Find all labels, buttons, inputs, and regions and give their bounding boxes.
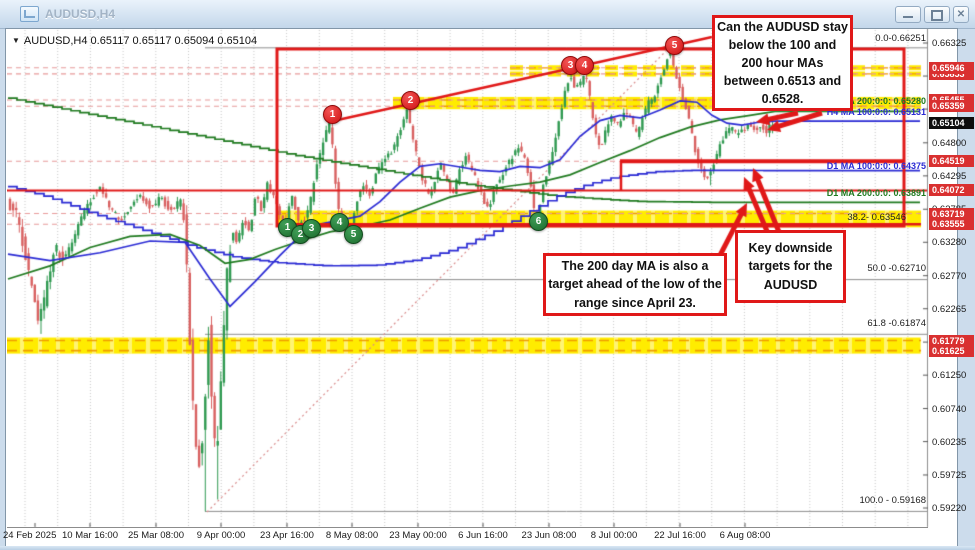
time-tick-label: 8 May 08:00 — [325, 530, 379, 541]
fib-level-label: 38.2- 0.63546 — [847, 212, 906, 223]
price-tick-label: 0.62770 — [932, 270, 967, 282]
fib-level-label: 0.0-0.66251 — [875, 33, 926, 44]
red-marker-2[interactable]: 2 — [401, 91, 420, 110]
price-tick-label: 0.59220 — [932, 503, 967, 515]
price-level-badge: 0.61779 — [929, 334, 974, 347]
fib-level-label: 100.0 - 0.59168 — [859, 495, 926, 506]
price-tick-label: 0.66325 — [932, 38, 967, 49]
legend-expander-icon[interactable]: ▼ — [12, 36, 20, 45]
price-level-badge: 0.65359 — [929, 100, 974, 113]
chart-legend[interactable]: ▼ AUDUSD,H4 0.65117 0.65117 0.65094 0.651… — [12, 35, 257, 47]
time-axis[interactable] — [7, 527, 928, 546]
time-tick-label: 10 Mar 16:00 — [62, 530, 118, 541]
ma-value-label-d1ma200: D1 MA 200:0:0: 0.63891 — [826, 188, 926, 198]
callout-box-200-day-ma[interactable]: The 200 day MA is also a target ahead of… — [543, 253, 727, 316]
time-tick-label: 6 Aug 08:00 — [719, 530, 771, 541]
minimize-button[interactable] — [895, 6, 921, 23]
fib-level-label: 50.0 -0.62710 — [867, 263, 926, 274]
green-marker-6[interactable]: 6 — [529, 212, 548, 231]
price-level-badge: 0.63555 — [929, 218, 974, 231]
time-tick-label: 23 Jun 08:00 — [521, 530, 577, 541]
price-tick-label: 0.64295 — [932, 170, 967, 182]
ma-value-label-d1ma100: D1 MA 100:0:0: 0.64375 — [826, 161, 926, 171]
ma-value-label-h4ma200: H4 MA 200:0:0: 0.65280 — [826, 96, 926, 106]
maximize-button[interactable] — [924, 6, 950, 23]
price-tick-label: 0.60740 — [932, 403, 967, 415]
price-tick-label: 0.61250 — [932, 370, 967, 382]
price-tick-label: 0.64800 — [932, 137, 967, 149]
time-tick-label: 23 May 00:00 — [389, 530, 447, 541]
callout-box-hour-mas[interactable]: Can the AUDUSD stay below the 100 and 20… — [712, 15, 853, 111]
price-level-badge: 0.63719 — [929, 207, 974, 220]
callout-box-downside-targets[interactable]: Key downside targets for the AUDUSD — [735, 230, 846, 303]
green-marker-5[interactable]: 5 — [344, 225, 363, 244]
status-strip — [0, 546, 975, 550]
close-button[interactable]: ✕ — [953, 6, 969, 23]
time-tick-label: 9 Apr 00:00 — [196, 530, 246, 541]
chart-window-icon — [20, 6, 39, 22]
red-marker-5[interactable]: 5 — [665, 36, 684, 55]
time-tick-label: 25 Mar 08:00 — [128, 530, 184, 541]
price-tick-label: 0.63280 — [932, 237, 967, 249]
price-level-badge: 0.64072 — [929, 184, 974, 197]
price-level-badge: 0.65946 — [929, 61, 974, 74]
window-title: AUDUSD,H4 — [45, 7, 116, 21]
price-tick-label: 0.59725 — [932, 469, 967, 481]
time-tick-label: 23 Apr 16:00 — [260, 530, 314, 541]
price-level-badge: 0.61625 — [929, 344, 974, 357]
legend-ohlc-text: AUDUSD,H4 0.65117 0.65117 0.65094 0.6510… — [23, 35, 258, 47]
price-level-badge: 0.64519 — [929, 155, 974, 168]
red-marker-1[interactable]: 1 — [323, 105, 342, 124]
time-tick-label: 24 Feb 2025 — [3, 530, 57, 541]
price-tick-label: 0.60235 — [932, 436, 967, 448]
price-tick-label: 0.62265 — [932, 303, 967, 315]
red-marker-4[interactable]: 4 — [575, 56, 594, 75]
green-marker-4[interactable]: 4 — [330, 213, 349, 232]
time-tick-label: 22 Jul 16:00 — [654, 530, 706, 541]
green-marker-3[interactable]: 3 — [302, 219, 321, 238]
time-tick-label: 8 Jul 00:00 — [590, 530, 638, 541]
ma-value-label-h4ma100: H4 MA 100:0:0: 0.65131 — [826, 107, 926, 117]
time-tick-label: 6 Jun 16:00 — [458, 530, 508, 541]
current-price-badge: 0.65104 — [929, 116, 974, 129]
fib-level-label: 61.8 -0.61874 — [867, 318, 926, 329]
